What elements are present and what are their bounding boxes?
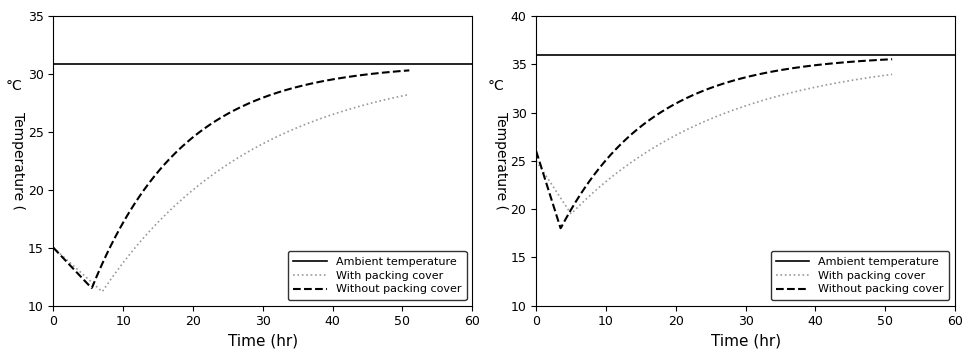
With packing cover — [692, 122, 703, 127]
Ambient temperature — [763, 53, 774, 57]
With packing cover — [768, 95, 780, 99]
Ambient temperature — [467, 62, 478, 66]
Ambient temperature — [949, 53, 960, 57]
With packing cover — [799, 87, 810, 92]
With packing cover — [258, 141, 270, 145]
Y-axis label: Temperature (: Temperature ( — [494, 112, 508, 210]
X-axis label: Time (hr): Time (hr) — [710, 334, 780, 349]
Without packing cover — [209, 119, 221, 123]
Y-axis label: Temperature (: Temperature ( — [11, 112, 25, 210]
With packing cover — [111, 269, 123, 273]
Ambient temperature — [577, 53, 588, 57]
Line: Without packing cover: Without packing cover — [537, 59, 892, 228]
Ambient temperature — [531, 53, 543, 57]
Text: °C: °C — [488, 78, 505, 93]
With packing cover — [566, 212, 578, 216]
Without packing cover — [886, 57, 898, 61]
Ambient temperature — [903, 53, 915, 57]
Without packing cover — [111, 231, 123, 236]
Without packing cover — [139, 186, 151, 190]
Without packing cover — [622, 135, 634, 139]
Ambient temperature — [94, 62, 106, 66]
Ambient temperature — [670, 53, 682, 57]
Text: °C: °C — [5, 78, 22, 93]
Without packing cover — [285, 86, 297, 91]
X-axis label: Time (hr): Time (hr) — [228, 334, 298, 349]
With packing cover — [209, 171, 221, 175]
Without packing cover — [317, 79, 328, 84]
Without packing cover — [86, 286, 97, 290]
Without packing cover — [768, 69, 780, 73]
Line: Without packing cover: Without packing cover — [54, 70, 409, 288]
With packing cover — [740, 103, 752, 108]
Without packing cover — [403, 68, 415, 72]
Ambient temperature — [234, 62, 245, 66]
With packing cover — [403, 92, 415, 96]
Ambient temperature — [281, 62, 292, 66]
Without packing cover — [48, 246, 59, 250]
With packing cover — [622, 162, 634, 167]
Without packing cover — [692, 91, 703, 95]
Line: With packing cover: With packing cover — [537, 75, 892, 214]
Without packing cover — [594, 165, 606, 170]
With packing cover — [139, 234, 151, 238]
Ambient temperature — [326, 62, 338, 66]
With packing cover — [317, 116, 328, 120]
Ambient temperature — [809, 53, 821, 57]
Ambient temperature — [623, 53, 635, 57]
With packing cover — [594, 185, 606, 189]
Ambient temperature — [373, 62, 385, 66]
Without packing cover — [531, 149, 543, 153]
Ambient temperature — [717, 53, 729, 57]
Legend: Ambient temperature, With packing cover, Without packing cover: Ambient temperature, With packing cover,… — [287, 251, 467, 300]
Legend: Ambient temperature, With packing cover, Without packing cover: Ambient temperature, With packing cover,… — [770, 251, 950, 300]
With packing cover — [531, 159, 543, 163]
Ambient temperature — [420, 62, 431, 66]
Without packing cover — [740, 75, 752, 79]
Without packing cover — [799, 64, 810, 69]
Without packing cover — [555, 226, 567, 230]
Line: With packing cover: With packing cover — [54, 94, 409, 292]
Without packing cover — [258, 95, 270, 99]
Ambient temperature — [48, 62, 59, 66]
With packing cover — [886, 72, 898, 77]
With packing cover — [48, 246, 59, 250]
Ambient temperature — [187, 62, 199, 66]
With packing cover — [285, 128, 297, 132]
With packing cover — [96, 289, 108, 294]
Ambient temperature — [140, 62, 152, 66]
Ambient temperature — [856, 53, 868, 57]
